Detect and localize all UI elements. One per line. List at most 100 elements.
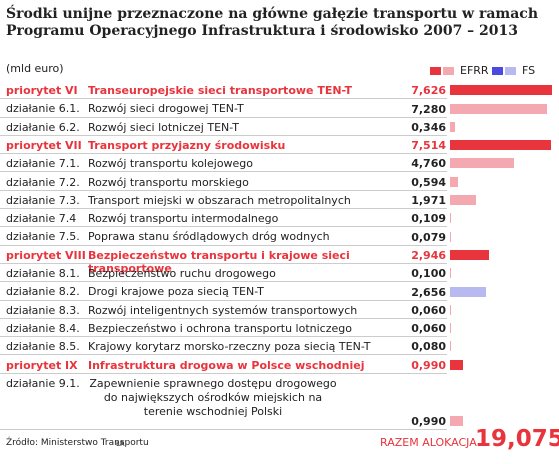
bar	[450, 341, 452, 352]
legend-label: EFRR	[460, 64, 489, 77]
value-label: 7,514	[411, 139, 446, 153]
row-separator	[0, 153, 447, 155]
row: działanie 7.2. Rozwój transportu morskieg…	[0, 173, 559, 191]
row-separator	[0, 354, 447, 356]
value-label: 7,626	[411, 84, 446, 98]
row-prefix: priorytet VI	[6, 84, 78, 97]
value-label: 0,990	[411, 414, 446, 428]
row-label: Drogi krajowe poza siecią TEN-T	[88, 285, 264, 299]
row-label: Bezpieczeństwo i ochrona transportu lotn…	[88, 321, 352, 335]
row-prefix: priorytet VIII	[6, 248, 86, 262]
bar	[450, 268, 452, 279]
row-separator	[0, 262, 447, 264]
bar	[450, 195, 477, 206]
row: działanie 7.3. Transport miejski w obszar…	[0, 191, 559, 210]
legend-label: FS	[522, 64, 536, 77]
row-separator	[0, 189, 447, 191]
title: Środki unijne przeznaczone na główne gał…	[6, 6, 539, 39]
row-separator	[0, 226, 447, 228]
row-separator	[0, 116, 447, 118]
row: priorytet VI Transeuropejskie sieci trans…	[0, 81, 559, 100]
row-prefix: działanie 6.1.	[6, 102, 80, 116]
row: priorytet VIII Bezpieczeństwo transportu …	[0, 246, 559, 275]
row-separator	[0, 299, 447, 301]
row-separator	[0, 336, 447, 338]
bar	[450, 176, 458, 187]
row: priorytet IX Infrastruktura drogowa w Pol…	[0, 356, 559, 374]
row-label: Poprawa stanu śródlądowych dróg wodnych	[88, 230, 330, 244]
row-prefix: działanie 8.2.	[6, 285, 80, 299]
row-prefix: działanie 6.2.	[6, 120, 80, 134]
value-label: 0,990	[411, 358, 446, 372]
bar	[450, 304, 451, 315]
bar	[450, 415, 464, 426]
row-prefix: działanie 8.5.	[6, 340, 80, 354]
bar	[450, 140, 551, 151]
row: działanie 8.2. Drogi krajowe poza siecią …	[0, 282, 559, 301]
legend-swatch	[505, 66, 516, 75]
row-label: Bezpieczeństwo ruchu drogowego	[88, 267, 276, 280]
row-prefix: działanie 7.3.	[6, 193, 80, 207]
value-label: 2,946	[411, 248, 446, 262]
value-label: 2,656	[411, 285, 446, 299]
bar	[450, 158, 514, 169]
row-prefix: działanie 7.5.	[6, 230, 80, 244]
row-separator	[0, 372, 447, 374]
row-label: Transport miejski w obszarach metropolit…	[88, 193, 351, 207]
legend-item: FS	[492, 64, 535, 77]
row-label: Infrastruktura drogowa w Polsce wschodni…	[88, 358, 365, 372]
row: działanie 6.2. Rozwój sieci lotniczej TEN…	[0, 118, 559, 136]
row: działanie 6.1. Rozwój sieci drogowej TEN-…	[0, 99, 559, 118]
bar	[450, 231, 452, 242]
legend-swatch	[443, 66, 454, 75]
row-label: Rozwój inteligentnych systemów transport…	[88, 303, 358, 317]
row-prefix: działanie 7.4	[6, 212, 77, 226]
row-label: Transport przyjazny środowisku	[88, 138, 286, 152]
row-prefix: priorytet IX	[6, 358, 78, 372]
bar	[450, 103, 548, 114]
row-separator	[0, 317, 447, 319]
row-label: Rozwój transportu morskiego	[88, 175, 249, 189]
value-label: 1,971	[411, 194, 446, 208]
row: działanie 8.5. Krajowy korytarz morsko-rz…	[0, 337, 559, 356]
row-label: Bezpieczeństwo transportu i krajowe siec…	[88, 248, 350, 275]
row-label: Zapewnienie sprawnego dostępu drogowego …	[89, 376, 337, 418]
row-separator	[0, 281, 447, 283]
row-separator	[0, 171, 447, 173]
bar	[450, 213, 452, 224]
credit: ŁR	[116, 440, 125, 448]
row-separator	[0, 208, 447, 210]
row-prefix: działanie 7.2.	[6, 175, 80, 189]
legend-item: EFRR	[430, 64, 489, 77]
value-label: 0,100	[411, 267, 446, 281]
row-label: Krajowy korytarz morsko-rzeczny poza sie…	[88, 340, 371, 354]
row-prefix: działanie 8.1.	[6, 267, 80, 280]
total: 19,075	[475, 426, 559, 452]
row: priorytet VII Transport przyjazny środowi…	[0, 136, 559, 155]
value-label: 0,060	[411, 303, 446, 317]
row-separator	[0, 98, 447, 100]
value-label: 0,346	[411, 120, 446, 134]
value-label: 0,594	[411, 175, 446, 189]
bar	[450, 121, 455, 132]
row-separator	[0, 428, 447, 430]
row: działanie 7.5. Poprawa stanu śródlądowych…	[0, 227, 559, 246]
subtitle: (mld euro)	[6, 62, 64, 75]
legend-swatch	[492, 66, 503, 75]
row-separator	[0, 134, 447, 136]
source: Źródło: Ministerstwo Transportu	[6, 438, 149, 448]
row-label: Rozwój sieci lotniczej TEN-T	[88, 120, 239, 134]
bar	[450, 249, 490, 260]
total-label: RAZEM ALOKACJA	[380, 436, 477, 449]
row: działanie 8.4. Bezpieczeństwo i ochrona t…	[0, 319, 559, 338]
row-prefix: działanie 8.3.	[6, 303, 80, 317]
value-label: 0,060	[411, 322, 446, 336]
bar	[450, 359, 464, 370]
row-label: Rozwój transportu intermodalnego	[88, 212, 279, 226]
value-label: 7,280	[411, 102, 446, 116]
legend-swatch	[430, 66, 441, 75]
row: działanie 7.1. Rozwój transportu kolejowe…	[0, 154, 559, 173]
row-prefix: działanie 7.1.	[6, 157, 80, 171]
row-separator	[0, 244, 447, 246]
